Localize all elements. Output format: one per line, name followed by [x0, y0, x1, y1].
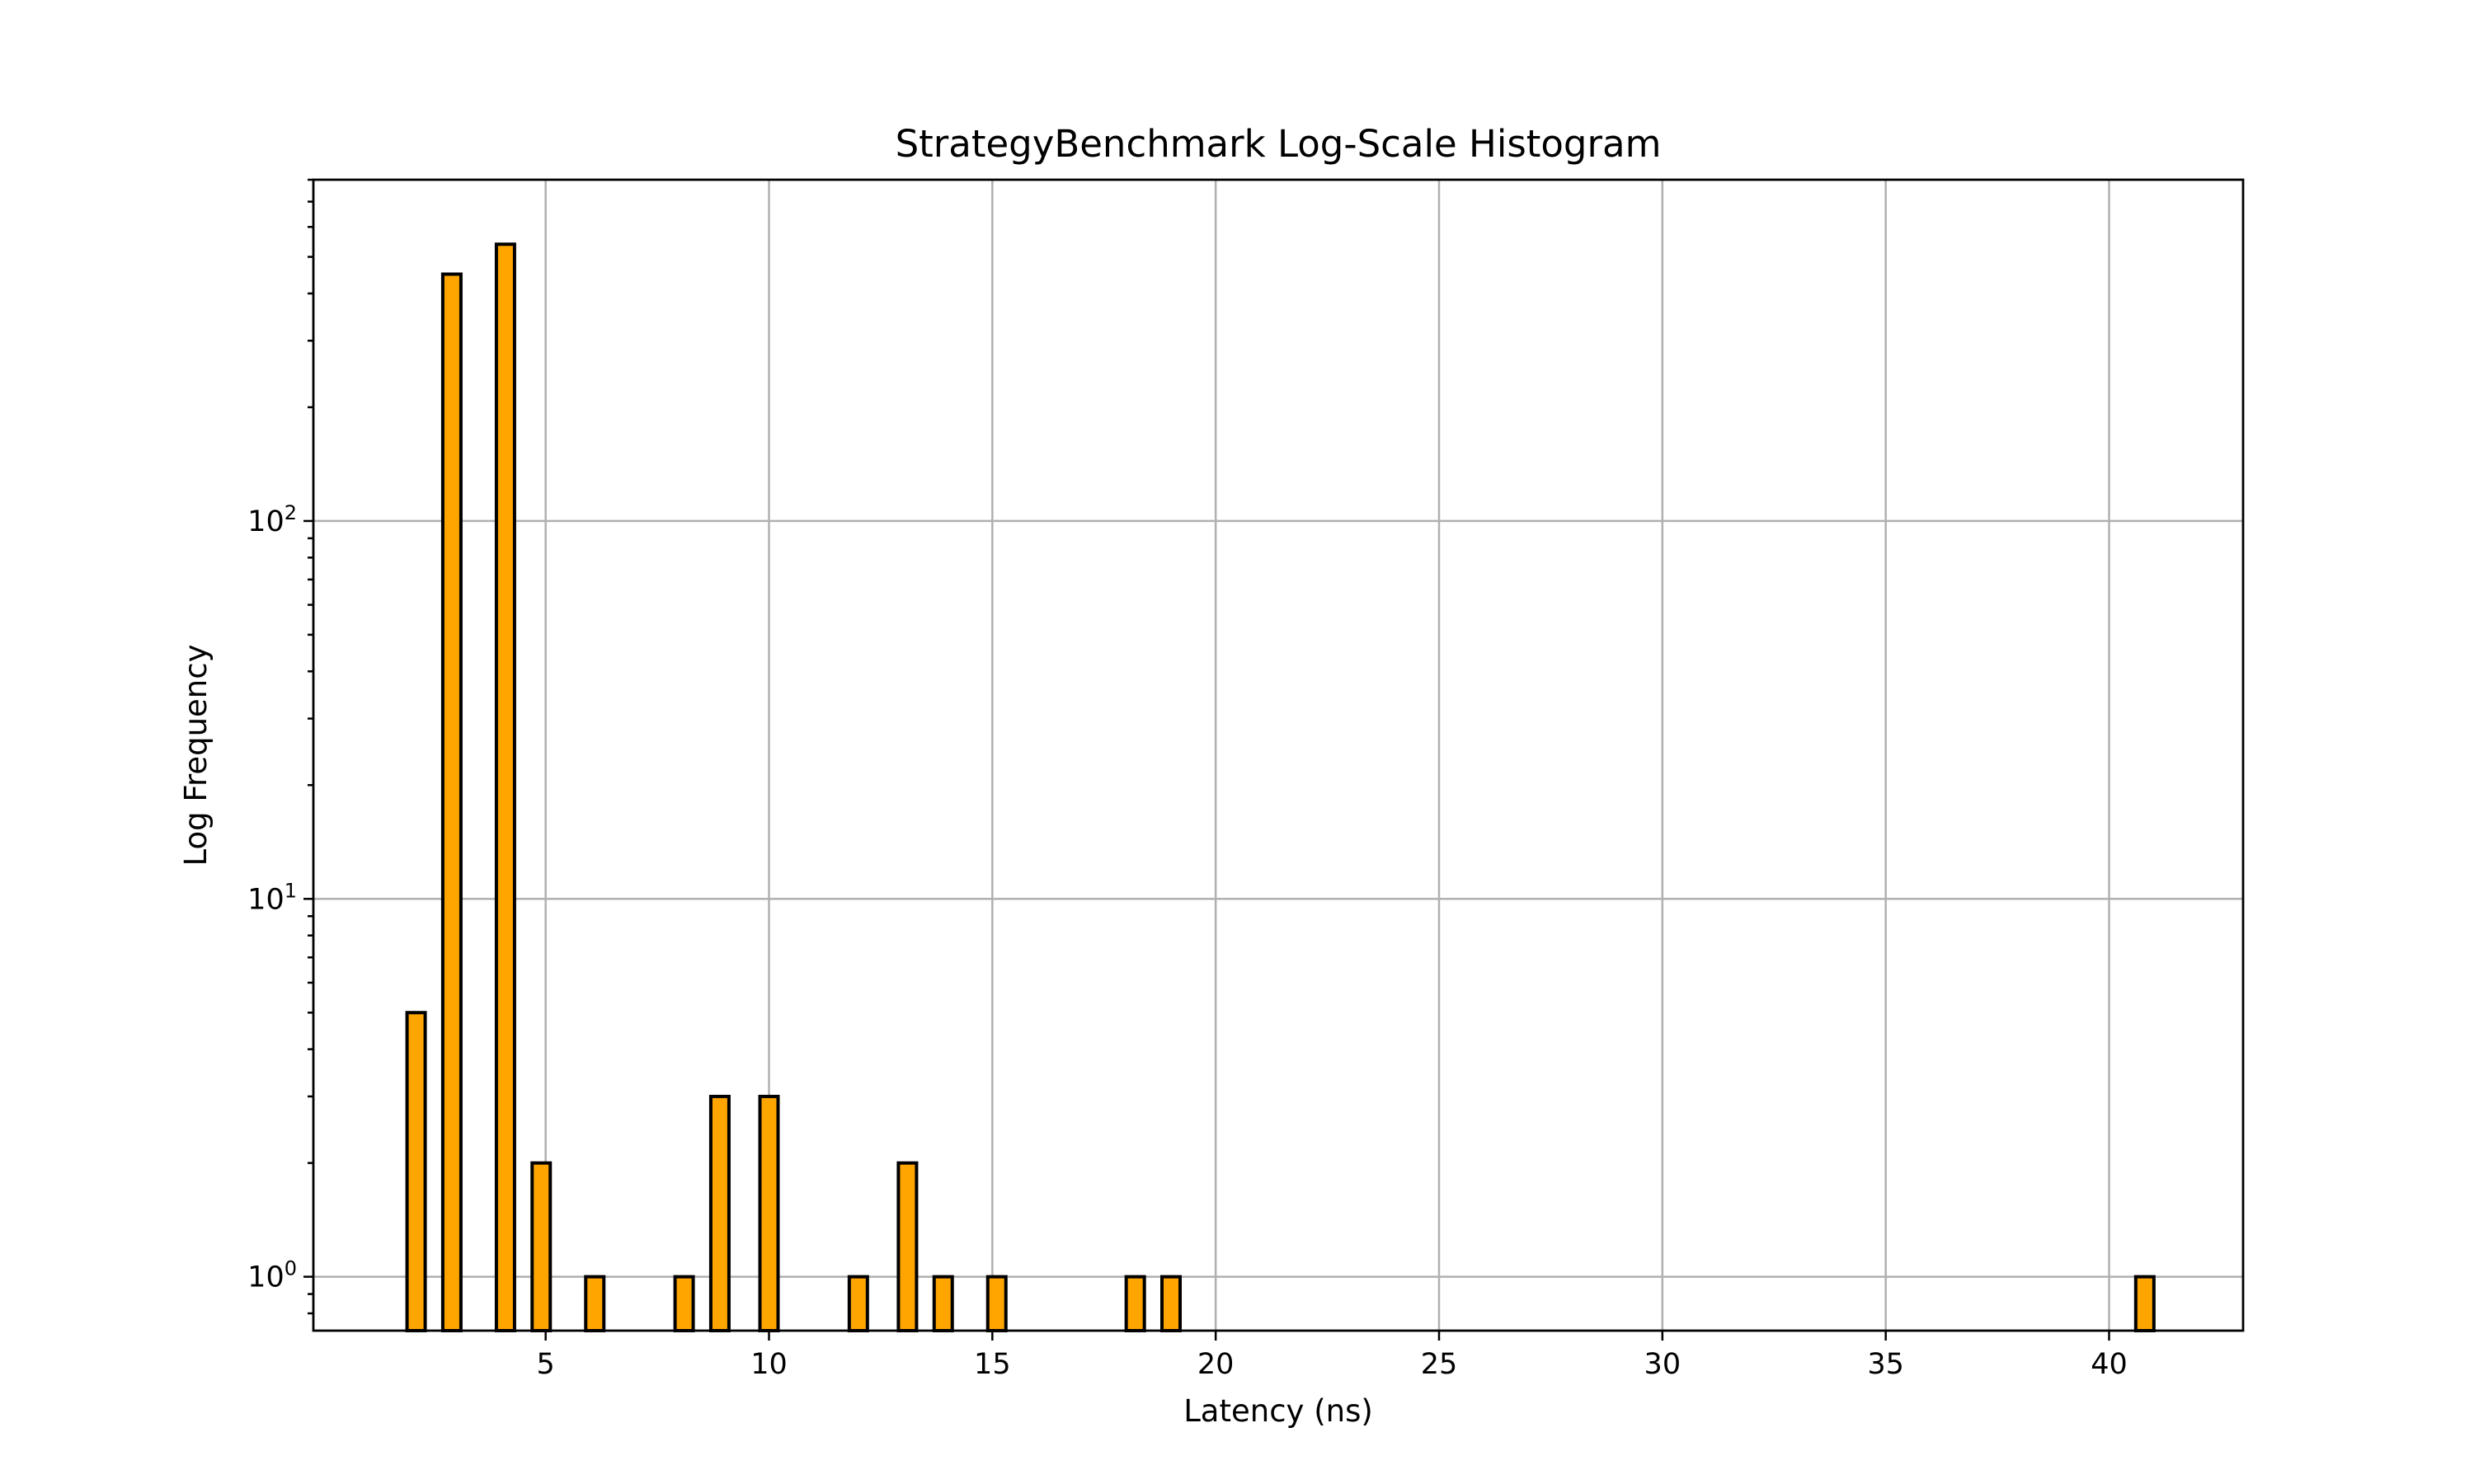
x-tick-label: 5: [537, 1348, 555, 1381]
histogram-bar: [530, 1161, 553, 1333]
axis-ticks: 5 10 15 20 25 30 35 40 100 101 102: [247, 178, 2128, 1381]
x-tick-label: 30: [1644, 1348, 1681, 1381]
x-tick-label: 25: [1421, 1348, 1458, 1381]
histogram-bar: [896, 1161, 919, 1333]
histogram-bar: [584, 1275, 606, 1332]
chart-title: StrategyBenchmark Log-Scale Histogram: [896, 122, 1662, 166]
x-tick-label: 35: [1867, 1348, 1904, 1381]
histogram-bar: [2133, 1275, 2156, 1332]
histogram-bar: [405, 1011, 427, 1333]
x-tick-label: 40: [2091, 1348, 2128, 1381]
histogram-bar: [673, 1275, 695, 1332]
x-axis-label: Latency (ns): [1183, 1393, 1373, 1429]
y-tick-label: 100: [247, 1257, 297, 1294]
histogram-bar: [847, 1275, 869, 1332]
x-tick-label: 10: [750, 1348, 788, 1381]
histogram-bar: [1160, 1275, 1182, 1332]
histogram-bar: [985, 1275, 1008, 1332]
x-tick-label: 20: [1197, 1348, 1235, 1381]
y-tick-label: 101: [247, 879, 297, 916]
histogram-bar: [440, 272, 463, 1333]
histogram-bar: [708, 1094, 731, 1332]
y-tick-label: 102: [247, 501, 297, 538]
y-axis-label: Log Frequency: [178, 645, 214, 866]
histogram-bar: [932, 1275, 954, 1332]
x-tick-label: 15: [974, 1348, 1011, 1381]
plot-frame: [312, 178, 2245, 1332]
histogram-bar: [758, 1094, 780, 1332]
histogram-bar: [494, 242, 516, 1333]
grid-lines: [313, 180, 2243, 1331]
histogram-bar: [1124, 1275, 1146, 1332]
